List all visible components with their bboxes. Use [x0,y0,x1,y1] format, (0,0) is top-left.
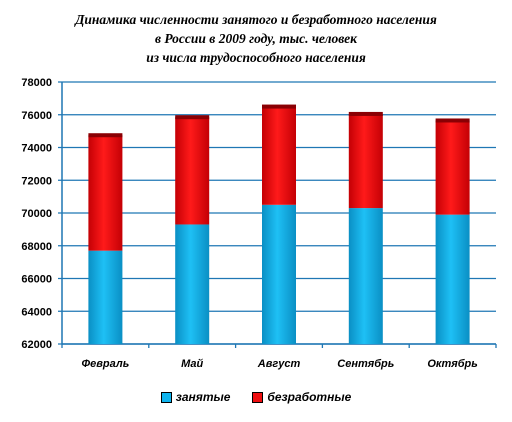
chart-title-line-2: в России в 2009 году, тыс. человек [155,31,357,46]
bar-unemployed [175,117,210,225]
bar-employed [262,204,296,344]
legend-item-employed: занятые [160,390,231,404]
bar-employed [435,214,470,344]
x-tick-label: Май [181,358,203,370]
y-tick-label: 76000 [21,110,52,122]
legend-label-employed: занятые [175,390,231,404]
chart-title: Динамика численности занятого и безработ… [0,10,512,67]
bars [88,104,470,344]
bar-cap [435,118,470,123]
bar-unemployed [435,120,470,215]
axis-labels: 62000 64000 66000 68000 70000 72000 74000 76000… [21,77,477,370]
y-tick-label: 70000 [21,208,52,220]
legend: занятые безработные [0,390,512,404]
x-tick-label: Август [257,358,301,370]
bar-unemployed [348,113,383,209]
bar-employed [175,224,210,344]
legend-swatch-employed [160,391,172,403]
x-tick-label: Февраль [82,358,130,370]
legend-label-unemployed: безработные [267,390,352,404]
bar-unemployed [262,106,296,205]
x-tick-label: Октябрь [427,358,477,370]
y-tick-label: 68000 [21,241,52,253]
y-tick-label: 66000 [21,274,52,286]
chart-title-line-1: Динамика численности занятого и безработ… [75,12,437,27]
y-tick-label: 64000 [21,306,52,318]
bar-employed [88,250,123,344]
y-tick-label: 78000 [21,77,52,89]
bar-cap [348,111,383,116]
bar-cap [175,115,210,120]
bar-employed [348,208,383,344]
y-tick-label: 74000 [21,143,52,155]
stacked-bar-chart: 62000 64000 66000 68000 70000 72000 74000 76000… [21,77,497,370]
y-tick-label: 62000 [21,339,52,351]
y-tick-label: 72000 [21,175,52,187]
bar-unemployed [88,135,123,251]
legend-swatch-unemployed [252,391,264,403]
x-tick-label: Сентябрь [337,358,394,370]
bar-cap [262,104,296,109]
legend-item-unemployed: безработные [252,390,351,404]
bar-cap [88,133,123,138]
chart-title-line-3: из числа трудоспособного населения [146,50,366,65]
